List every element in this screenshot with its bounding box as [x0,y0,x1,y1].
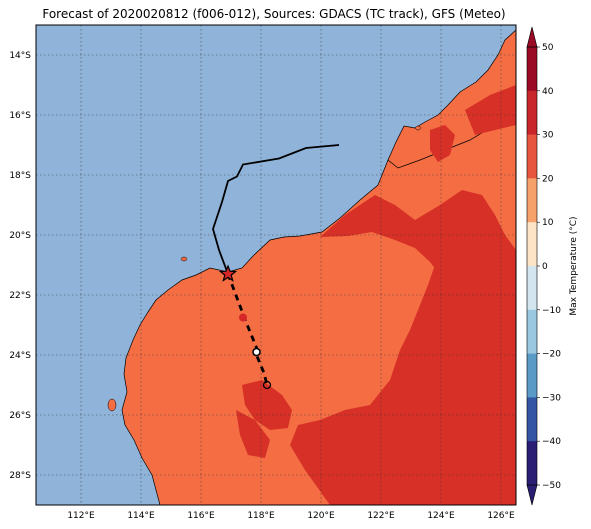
colorbar-segment [527,47,537,92]
colorbar-segment [527,397,537,442]
colorbar-tick-label: 40 [542,87,554,97]
lon-tick-label: 124°E [427,511,455,521]
past-track-line [212,144,340,275]
forecast-point-red [239,313,247,322]
colorbar-segment [527,441,537,486]
colorbar-tick-label: −40 [542,437,561,447]
colorbar-tick-label: 50 [542,43,554,53]
lat-tick-label: 26°S [9,411,31,421]
longitude-labels: 112°E 114°E 116°E 118°E 120°E 122°E 124°E 126°E [67,511,515,521]
colorbar-segment [527,134,537,179]
colorbar-segment [527,178,537,223]
land-north-coast [387,29,516,169]
colorbar-tick-label: −20 [542,350,561,360]
island-1 [180,256,188,262]
colorbar-tick-label: 10 [542,218,554,228]
land-hot-region-east [290,245,516,505]
map-title: Forecast of 2020020812 (f006-012), Sourc… [42,7,506,21]
lon-tick-label: 116°E [187,511,215,521]
colorbar-tick-label: −30 [542,393,561,403]
colorbar-segment [527,222,537,267]
colorbar-label: Max Temperature (°C) [569,216,579,315]
lon-tick-label: 114°E [127,511,155,521]
land-layer [107,29,516,505]
colorbar-segment [527,266,537,311]
latitude-labels: 14°S 16°S 18°S 20°S 22°S 24°S 26°S 28°S [9,51,31,481]
colorbar-tick-label: 30 [542,131,554,141]
forecast-track-line [226,273,269,386]
lat-tick-label: 20°S [9,231,31,241]
land-east-hot-strip [465,85,516,135]
colorbar-extend-bottom [526,484,538,506]
storm-track [212,144,340,390]
map-frame [35,24,517,506]
forecast-point-white [252,347,261,357]
colorbar-tick-label: 0 [542,262,548,272]
land-kimberley-hot [430,125,455,162]
island-2 [107,398,117,412]
land-hot-region-south [236,410,270,458]
lon-tick-label: 120°E [307,511,335,521]
colorbar-tick-label: −50 [542,481,561,491]
colorbar-segment [527,353,537,398]
lon-tick-label: 126°E [487,511,515,521]
lat-tick-label: 18°S [9,171,31,181]
colorbar-segment [527,309,537,355]
lat-tick-label: 14°S [9,51,31,61]
colorbar-segment [527,90,537,136]
lon-tick-label: 112°E [67,511,95,521]
land-hot-region-central [242,380,292,430]
colorbar: 50 40 30 20 10 0 −10 −20 −30 −40 −50 [526,26,561,506]
current-position-star [218,264,238,282]
graticule [36,25,516,505]
colorbar-tick-label: 20 [542,174,554,184]
colorbar-extend-top [526,26,538,48]
island-3 [415,125,421,131]
lon-tick-label: 118°E [247,511,275,521]
lat-tick-label: 16°S [9,111,31,121]
forecast-point-hollow [262,380,272,390]
lat-tick-label: 22°S [9,291,31,301]
lat-tick-label: 24°S [9,351,31,361]
colorbar-tick-label: −10 [542,306,561,316]
lon-tick-label: 122°E [367,511,395,521]
lat-tick-label: 28°S [9,471,31,481]
